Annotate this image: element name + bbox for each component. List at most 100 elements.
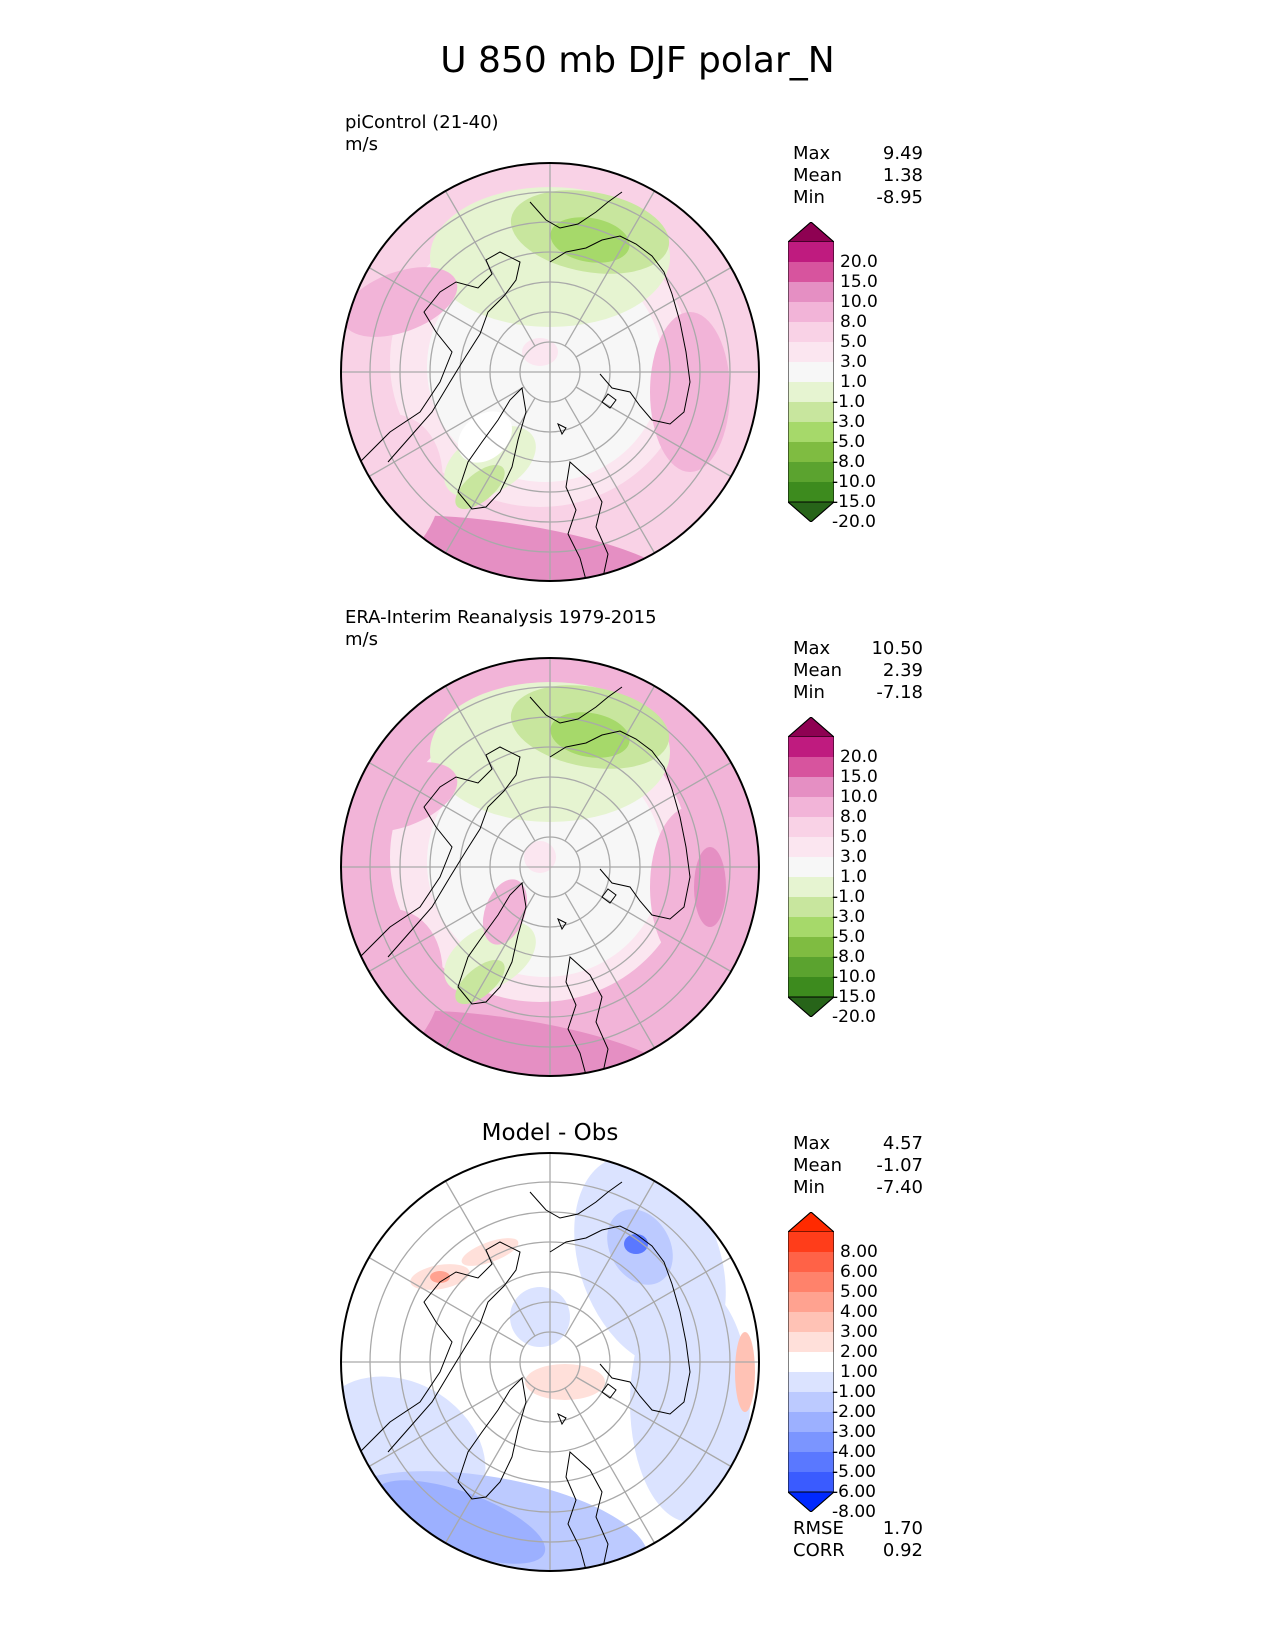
- max-label: Max: [793, 143, 831, 164]
- colorbar-segment: [788, 1352, 834, 1373]
- colorbar-tick-label: -3.00: [832, 1422, 876, 1442]
- colorbar-segment: [788, 1252, 834, 1273]
- colorbar-tick-label: 20.0: [840, 747, 878, 767]
- coastline: [359, 251, 521, 463]
- colorbar-segment: [788, 1392, 834, 1413]
- dataset-name: piControl (21-40): [345, 112, 499, 133]
- coastline: [557, 917, 567, 931]
- meridian-line: [367, 266, 525, 358]
- stats-box: Max 10.50 Mean 2.39 Min -7.18: [793, 638, 923, 704]
- colorbar-tick-label: 8.0: [840, 807, 868, 827]
- coastlines: [359, 191, 691, 581]
- colorbar-tick-label: -10.0: [832, 967, 876, 987]
- colorbar-segment: [788, 977, 834, 998]
- min-value: -7.40: [876, 1177, 923, 1198]
- contour-region: [430, 1271, 450, 1283]
- colorbar-tick-label: -1.0: [832, 392, 866, 412]
- coastline: [601, 888, 617, 904]
- rmse-label: RMSE: [793, 1518, 844, 1539]
- colorbar-tick-label: 10.0: [840, 292, 878, 312]
- contour-region: [630, 1282, 750, 1522]
- colorbar-segment: [788, 937, 834, 958]
- coastline: [549, 235, 691, 425]
- colorbar-extend-min: [788, 1491, 834, 1512]
- colorbar-segment: [788, 1272, 834, 1293]
- min-label: Min: [793, 682, 825, 703]
- min-value: -7.18: [876, 682, 923, 703]
- colorbar-tick-label: -6.00: [832, 1482, 876, 1502]
- colorbar-extend-min: [788, 501, 834, 522]
- meridian-line: [367, 1256, 525, 1348]
- colorbar-segment: [788, 797, 834, 818]
- colorbar-extend-min: [788, 996, 834, 1017]
- meridian-line: [564, 397, 656, 555]
- colorbar-segment: [788, 1232, 834, 1253]
- colorbar-segment: [788, 837, 834, 858]
- meridian-line: [564, 1179, 656, 1337]
- colorbar-segment: [788, 442, 834, 463]
- min-label: Min: [793, 187, 825, 208]
- colorbar-segment: [788, 342, 834, 363]
- colorbar-segment: [788, 482, 834, 503]
- colorbar-tick-label: -20.0: [832, 1007, 876, 1027]
- coastline: [601, 393, 617, 409]
- meridian-line: [444, 397, 536, 555]
- mean-value: -1.07: [876, 1155, 923, 1176]
- colorbar-tick-label: -2.00: [832, 1402, 876, 1422]
- coastline: [557, 422, 567, 436]
- colorbar-segment: [788, 262, 834, 283]
- contour-region: [374, 1480, 546, 1564]
- coastline: [549, 730, 691, 920]
- colorbar-segment: [788, 1372, 834, 1393]
- contour-region: [510, 1287, 570, 1347]
- meridian-line: [575, 1256, 733, 1348]
- colorbar-segment: [788, 422, 834, 443]
- colorbar-tick-label: -1.00: [832, 1382, 876, 1402]
- dataset-name: ERA-Interim Reanalysis 1979-2015: [345, 607, 657, 628]
- meridian-line: [564, 189, 656, 347]
- colorbar-tick-label: 20.0: [840, 252, 878, 272]
- coastline: [529, 191, 623, 229]
- coastline: [549, 1225, 691, 1415]
- meridian-line: [564, 684, 656, 842]
- colorbar-tick-label: -3.0: [832, 907, 866, 927]
- colorbar-segment: [788, 1312, 834, 1333]
- coastline: [529, 686, 623, 724]
- contour-region: [482, 879, 528, 945]
- max-value: 9.49: [882, 143, 923, 164]
- colorbar-segment: [788, 877, 834, 898]
- units-label: m/s: [345, 134, 378, 155]
- colorbar-tick-label: -1.0: [832, 887, 866, 907]
- colorbar-tick-label: 2.00: [840, 1342, 878, 1362]
- colorbar-segment: [788, 1412, 834, 1433]
- colorbar-segment: [788, 322, 834, 343]
- coastline: [359, 746, 521, 958]
- colorbar-extend-max: [788, 717, 834, 738]
- mean-value: 2.39: [882, 660, 923, 681]
- polar-map: [340, 1152, 760, 1572]
- colorbar-segment: [788, 462, 834, 483]
- colorbar-tick-label: -3.0: [832, 412, 866, 432]
- meridian-line: [564, 1387, 656, 1545]
- colorbar-tick-label: -8.00: [832, 1502, 876, 1522]
- corr-label: CORR: [793, 1540, 845, 1561]
- colorbar-tick-label: -5.0: [832, 927, 866, 947]
- colorbar-segment: [788, 382, 834, 403]
- coastline: [565, 1451, 609, 1571]
- colorbar-tick-label: 1.0: [840, 372, 868, 392]
- meridian-line: [564, 892, 656, 1050]
- colorbar-segment: [788, 897, 834, 918]
- coastline: [557, 1412, 567, 1426]
- colorbar-segment: [788, 817, 834, 838]
- colorbar-segment: [788, 757, 834, 778]
- colorbar-segment: [788, 402, 834, 423]
- colorbar-extend-max: [788, 222, 834, 243]
- colorbar-segment: [788, 242, 834, 263]
- coastline: [359, 1241, 521, 1453]
- mean-value: 1.38: [882, 165, 923, 186]
- stats-box: Max 4.57 Mean -1.07 Min -7.40: [793, 1133, 923, 1199]
- colorbar-segment: [788, 282, 834, 303]
- map-border: [340, 657, 760, 1077]
- coastline: [457, 1376, 527, 1500]
- max-value: 4.57: [882, 1133, 923, 1154]
